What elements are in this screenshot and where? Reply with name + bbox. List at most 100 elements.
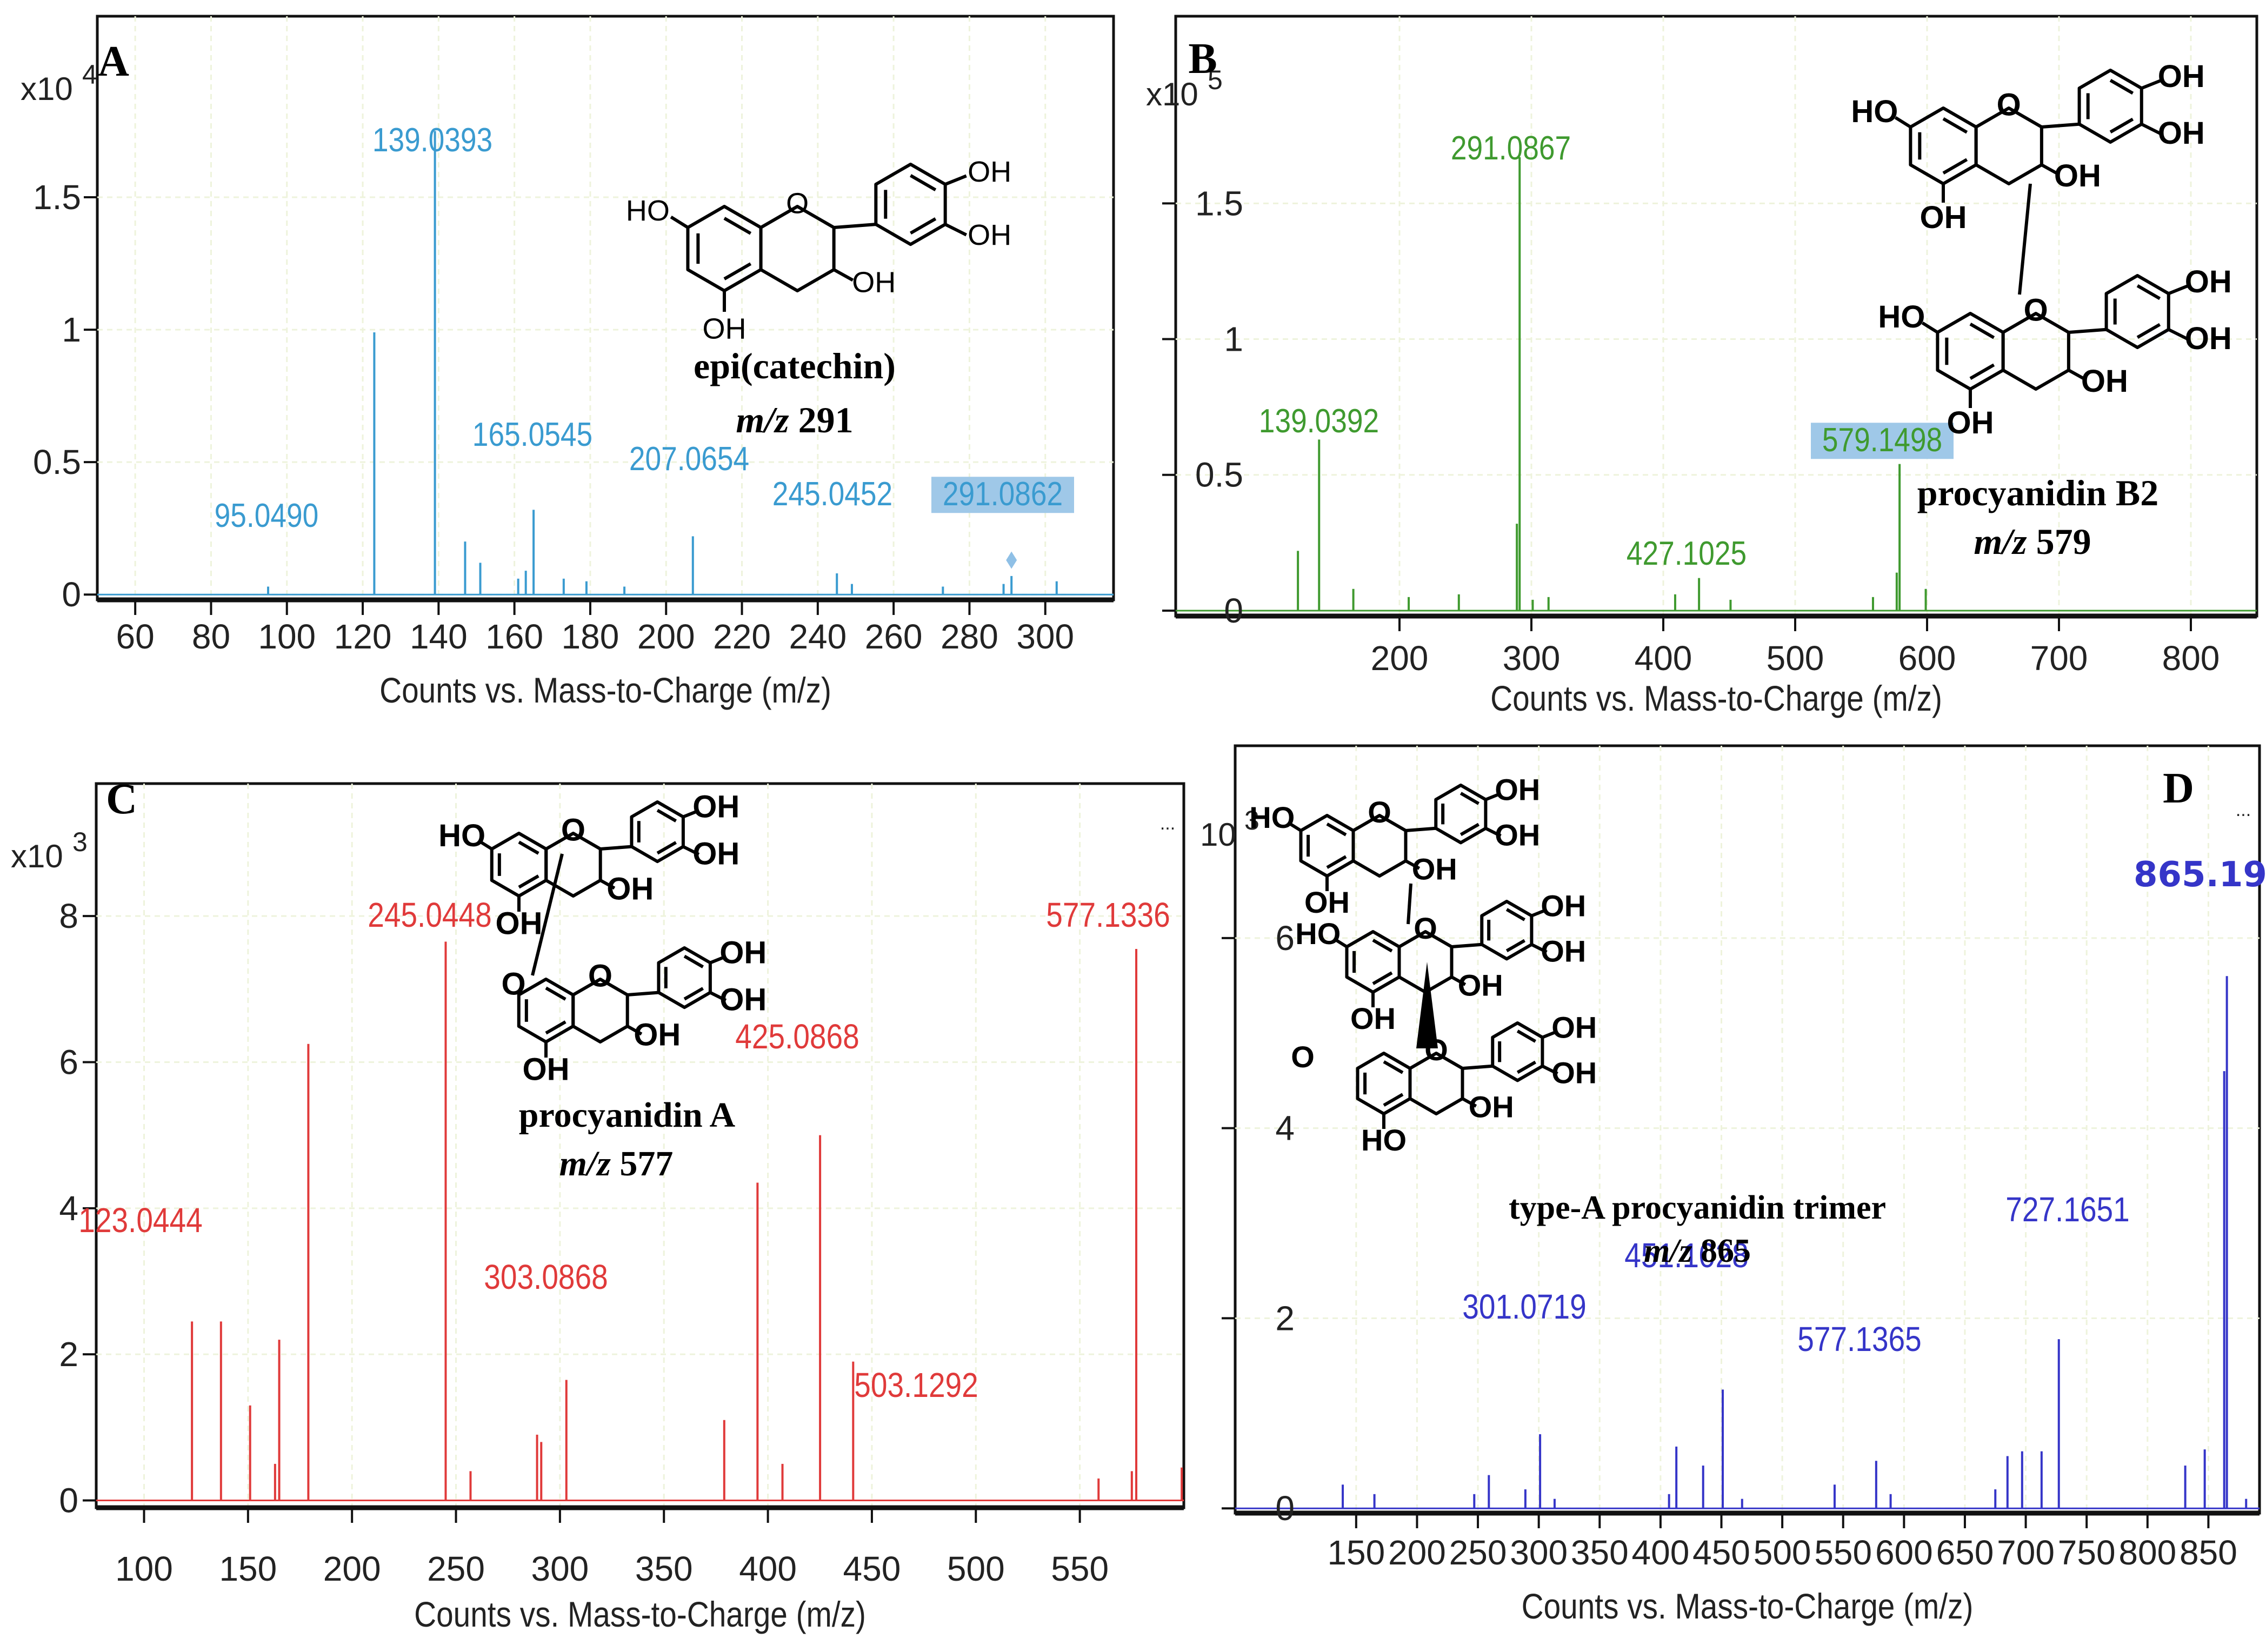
precursor-diamond-marker bbox=[1006, 551, 1017, 569]
ring-bond bbox=[630, 800, 685, 864]
single-bond bbox=[2168, 328, 2189, 340]
mz-prefix: m/z bbox=[1644, 1233, 1701, 1269]
y-tick-label: 0.5 bbox=[1195, 456, 1243, 494]
peak-label: 451.1028 bbox=[1624, 1236, 1749, 1275]
atom-label: OH bbox=[1304, 885, 1350, 919]
double-bond bbox=[518, 874, 539, 889]
double-bond bbox=[1516, 1060, 1537, 1074]
y-tick-label: 0 bbox=[1275, 1489, 1295, 1528]
mz-value: 291 bbox=[798, 399, 854, 440]
single-bond bbox=[1894, 116, 1911, 129]
peak-label: 207.0654 bbox=[629, 440, 749, 478]
double-bond bbox=[1383, 1093, 1404, 1107]
atom-label: O bbox=[588, 958, 612, 993]
single-bond bbox=[1531, 908, 1548, 918]
single-bond bbox=[2041, 122, 2080, 129]
atom-label: OH bbox=[2081, 364, 2128, 399]
atom-label: OH bbox=[2158, 116, 2205, 151]
single-bond bbox=[709, 991, 727, 1002]
single-bond bbox=[1407, 883, 1412, 925]
single-bond bbox=[944, 223, 968, 237]
panel-b-spectrum: 200 300 400 500 600 700 800 0 0.5 1 1.5 x10 5 Counts … bbox=[1146, 15, 2258, 719]
peak-label: 291.0867 bbox=[1451, 130, 1571, 167]
y-tick-label: 6 bbox=[1275, 919, 1295, 958]
y-tick-label: 1.5 bbox=[33, 178, 81, 217]
x-tick-label: 200 bbox=[323, 1549, 381, 1588]
single-bond bbox=[2018, 183, 2032, 295]
atom-label: OH bbox=[1469, 1089, 1514, 1123]
x-tick-label: 350 bbox=[635, 1549, 693, 1588]
compound-mz: m/z 865 bbox=[1644, 1233, 1751, 1269]
double-bond bbox=[656, 808, 677, 822]
double-bond bbox=[1459, 792, 1480, 805]
atom-label: OH bbox=[2054, 158, 2101, 193]
double-bond bbox=[2109, 117, 2134, 133]
y-scale-label: x10 bbox=[21, 71, 73, 107]
single-bond bbox=[1334, 938, 1348, 948]
panel-d-spectrum: 150 200 250 300 350 400 450 500 550 600 650 700 750 8… bbox=[1200, 744, 2266, 1627]
atom-label: OH bbox=[719, 935, 767, 970]
double-bond bbox=[518, 840, 539, 855]
double-bond bbox=[2109, 79, 2134, 95]
single-bond bbox=[709, 955, 727, 965]
double-bond bbox=[910, 217, 937, 235]
atom-label: HO bbox=[438, 818, 485, 853]
x-tick-label: 150 bbox=[1327, 1533, 1385, 1572]
single-bond bbox=[682, 809, 700, 819]
y-tick-label: 8 bbox=[59, 897, 78, 935]
atom-label: OH bbox=[634, 1018, 681, 1053]
y-tick-label: 2 bbox=[1275, 1299, 1295, 1337]
peak-label: 303.0868 bbox=[484, 1258, 608, 1296]
double-bond bbox=[683, 954, 704, 968]
atom-label: O bbox=[1368, 795, 1391, 829]
x-tick-label: 220 bbox=[713, 617, 771, 656]
peak-label: 301.0719 bbox=[1462, 1287, 1587, 1326]
y-tick-label: 2 bbox=[59, 1335, 78, 1374]
single-bond bbox=[1531, 943, 1548, 954]
panel-a-spectrum: 60 80 100 120 140 160 180 200 220 240 260 280 300 0 0.… bbox=[21, 15, 1115, 711]
x-tick-label: 140 bbox=[410, 617, 468, 656]
x-tick-label: 550 bbox=[1051, 1549, 1109, 1588]
x-tick-label: 60 bbox=[116, 617, 155, 656]
atom-label: O bbox=[2024, 292, 2048, 327]
x-tick-label: 280 bbox=[941, 617, 998, 656]
single-bond bbox=[531, 853, 564, 976]
atom-label: HO bbox=[1249, 800, 1295, 834]
single-bond bbox=[1485, 792, 1502, 801]
peak-label: 139.0392 bbox=[1259, 403, 1379, 440]
atom-label: OH bbox=[2158, 59, 2205, 94]
panel-letter: A bbox=[98, 38, 129, 85]
peak-label: 577.1365 bbox=[1797, 1320, 1922, 1359]
peak-label: 139.0393 bbox=[372, 122, 492, 159]
atom-label: OH bbox=[692, 836, 739, 871]
panel-letter: C bbox=[106, 775, 137, 823]
x-tick-label: 180 bbox=[562, 617, 619, 656]
single-bond bbox=[682, 845, 700, 856]
compound-name: procyanidin B2 bbox=[1917, 472, 2159, 513]
double-bond bbox=[1942, 158, 1968, 175]
double-bond bbox=[1326, 855, 1347, 869]
atom-label: HO bbox=[1851, 94, 1898, 129]
x-axis-title: Counts vs. Mass-to-Charge (m/z) bbox=[414, 1595, 866, 1635]
x-tick-label: 300 bbox=[531, 1549, 589, 1588]
x-tick-label: 250 bbox=[427, 1549, 485, 1588]
y-scale-exponent: 5 bbox=[1208, 65, 1223, 95]
peak-label: 579.1498 bbox=[1822, 422, 1942, 459]
ring-bond bbox=[657, 946, 712, 1009]
x-tick-label: 100 bbox=[115, 1549, 173, 1588]
single-bond bbox=[1485, 827, 1502, 838]
single-bond bbox=[2141, 79, 2161, 90]
precursor-highlight bbox=[931, 477, 1074, 513]
single-bond bbox=[834, 223, 876, 229]
single-bond bbox=[944, 174, 967, 186]
ring-bond bbox=[1974, 106, 2043, 185]
atom-label: OH bbox=[852, 266, 896, 299]
structure-a: O OH OH OH HO OH bbox=[626, 156, 1011, 345]
single-bond bbox=[1542, 1065, 1558, 1075]
peak-label: 95.0490 bbox=[215, 497, 319, 534]
compound-mz: m/z 291 bbox=[736, 399, 853, 440]
double-bond bbox=[656, 841, 677, 855]
double-bond bbox=[2136, 323, 2161, 339]
